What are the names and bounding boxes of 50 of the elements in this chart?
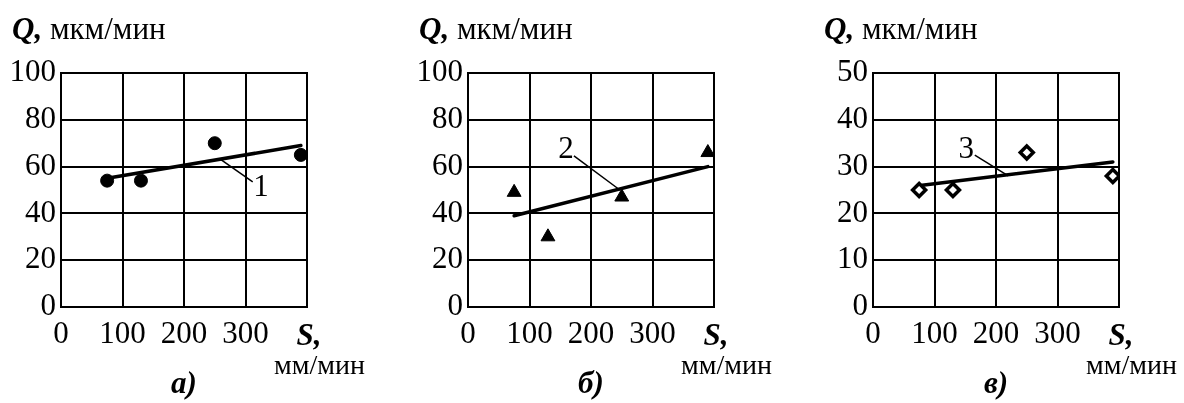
point <box>293 147 307 162</box>
y-tick-label: 0 <box>852 287 868 323</box>
y-tick-label: 40 <box>432 193 463 229</box>
point <box>614 188 630 202</box>
y-tick-label: 0 <box>40 287 56 323</box>
y-tick-label: 100 <box>416 53 463 89</box>
y-tick-label: 20 <box>25 240 56 276</box>
y-tick-label: 30 <box>837 146 868 182</box>
text: б) <box>578 365 604 400</box>
y-axis-title: Q, мкм/мин <box>824 11 978 46</box>
x-tick-label: 200 <box>567 314 615 350</box>
y-axis-title: Q, мкм/мин <box>12 11 166 46</box>
point <box>1018 144 1035 161</box>
x-tick-label: 200 <box>972 314 1020 350</box>
y-tick-label: 20 <box>837 193 868 229</box>
y-tick-label: 80 <box>25 99 56 135</box>
text: а) <box>171 365 197 400</box>
point <box>133 173 148 188</box>
annotation: 2 <box>558 130 574 166</box>
y-tick-label: 40 <box>25 193 56 229</box>
x-tick-label: 300 <box>629 314 676 350</box>
x-tick-label: 300 <box>1034 314 1081 350</box>
point <box>207 136 222 151</box>
y-tick-label: 60 <box>25 146 56 182</box>
text: в) <box>983 365 1009 400</box>
x-tick-label: 100 <box>911 314 958 350</box>
x-tick-label: 200 <box>160 314 208 350</box>
x-axis-title: S, мм/мин <box>681 317 772 380</box>
point <box>910 181 928 199</box>
y-tick-label: 10 <box>837 240 868 276</box>
y-tick-label: 20 <box>432 240 463 276</box>
x-axis-title: S, мм/мин <box>274 317 365 380</box>
y-tick-label: 40 <box>837 99 868 135</box>
x-tick-label: 100 <box>506 314 553 350</box>
point <box>540 228 556 242</box>
x-tick-label: 100 <box>99 314 146 350</box>
annotation: 1 <box>253 167 269 203</box>
point <box>700 144 714 158</box>
point <box>506 183 522 197</box>
annotation: 3 <box>958 130 975 166</box>
point <box>944 181 962 199</box>
y-axis-title: Q, мкм/мин <box>419 11 573 46</box>
y-tick-label: 60 <box>432 146 463 182</box>
x-tick-label: 300 <box>222 314 269 350</box>
y-tick-label: 80 <box>432 99 463 135</box>
y-tick-label: 100 <box>9 53 56 89</box>
x-axis-title: S, мм/мин <box>1086 317 1177 380</box>
point <box>100 173 115 188</box>
y-tick-label: 50 <box>837 53 868 89</box>
y-tick-label: 0 <box>447 287 463 323</box>
